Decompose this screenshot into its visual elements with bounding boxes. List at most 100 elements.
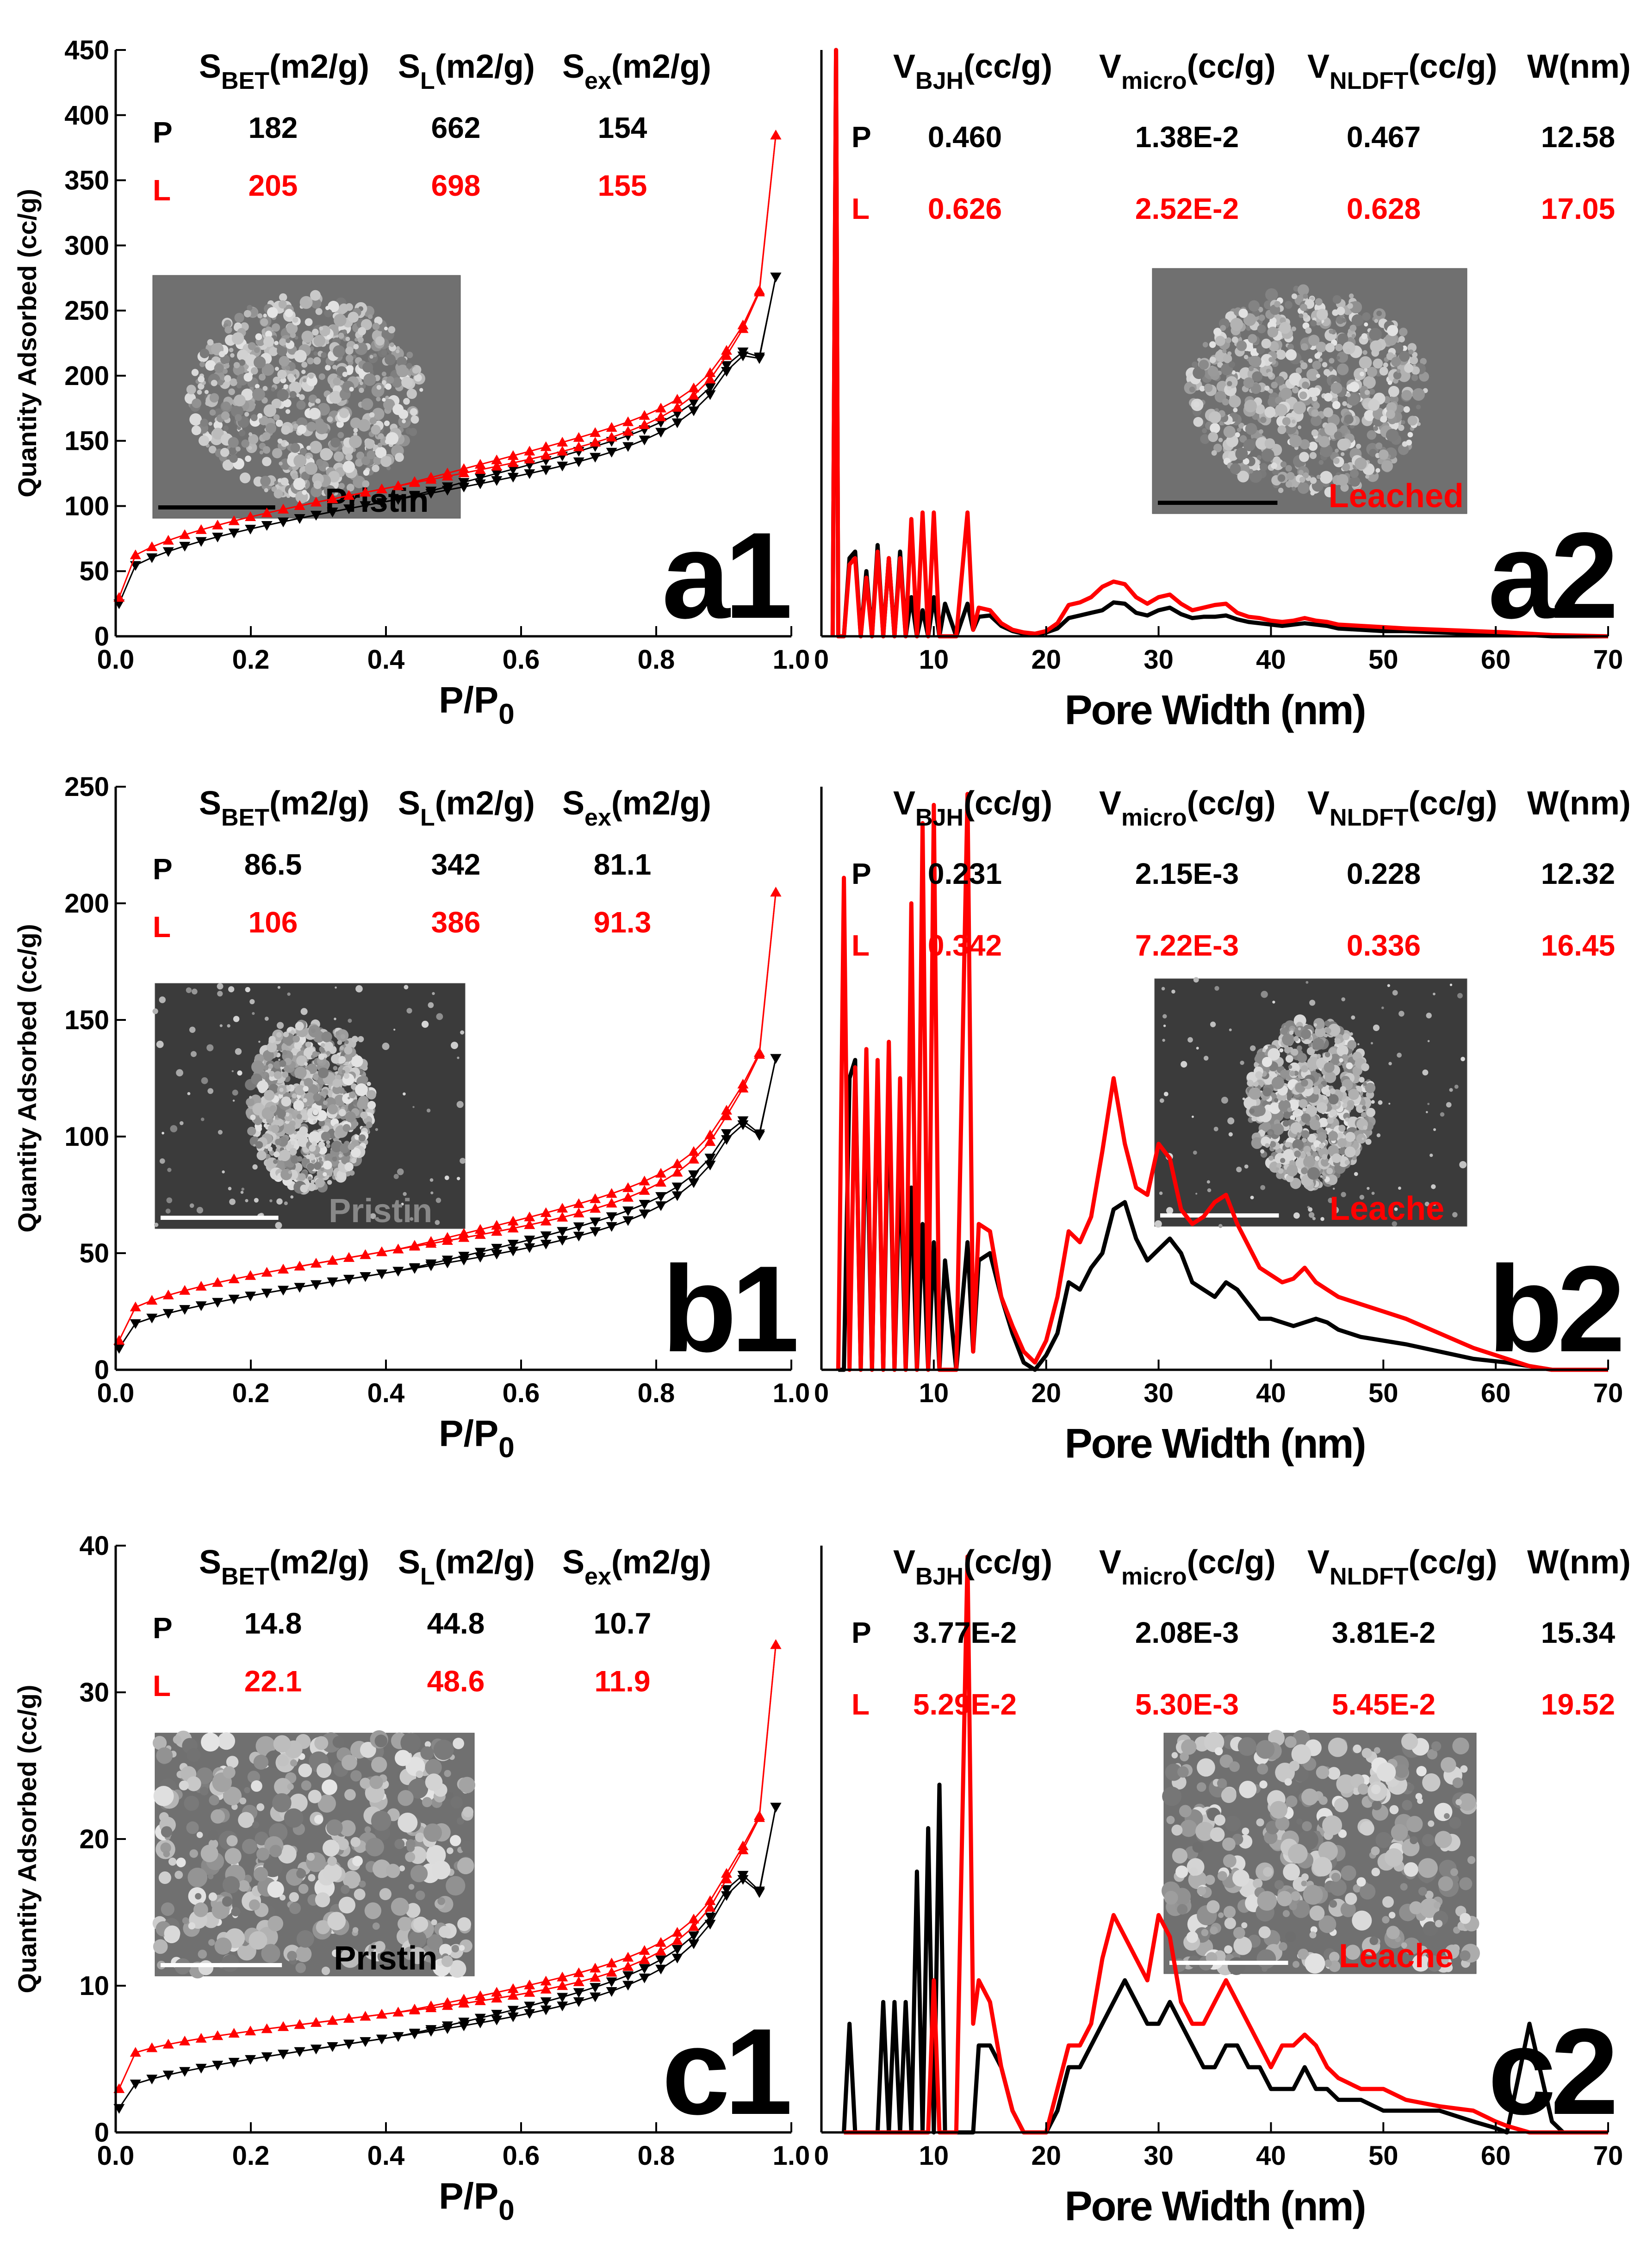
x-tick-label: 50 (1368, 1378, 1398, 1408)
sem-grain (339, 408, 349, 418)
sem-grain (1289, 1030, 1294, 1035)
sem-grain (230, 378, 238, 386)
sem-grain (1310, 491, 1315, 496)
sem-grain (264, 1090, 275, 1101)
sem-grain (1293, 1212, 1300, 1219)
marker-triangle-down (327, 2042, 338, 2052)
marker-triangle-up (590, 427, 601, 437)
sem-grain (358, 327, 367, 336)
sem-grain (205, 360, 216, 371)
sem-grain (313, 1119, 317, 1124)
sem-grain (1165, 1764, 1182, 1781)
table-value-p: 0.231 (928, 857, 1002, 890)
sem-grain (384, 420, 390, 426)
sem-grain (451, 1945, 459, 1953)
sem-grain (1308, 1212, 1315, 1218)
sem-grain (1210, 1926, 1218, 1935)
sem-grain (1330, 1879, 1347, 1896)
marker-triangle-up (179, 529, 191, 539)
sem-grain (296, 1113, 302, 1119)
x-tick-label: 70 (1593, 1378, 1623, 1408)
x-tick-label: 0.0 (97, 645, 135, 675)
sem-grain (308, 1153, 316, 1161)
sem-grain (1459, 1877, 1473, 1890)
sem-grain (1308, 1207, 1313, 1212)
sem-grain (423, 1823, 442, 1842)
sem-grain (262, 385, 268, 391)
sem-grain (312, 1051, 318, 1057)
sem-grain (284, 1123, 296, 1135)
marker-triangle-up (343, 2013, 354, 2023)
marker-triangle-down (622, 1981, 634, 1991)
sem-grain (456, 1177, 460, 1181)
sem-grain (1428, 1820, 1435, 1827)
x-tick-label: 0 (814, 2141, 829, 2171)
sem-grain (1327, 1117, 1334, 1124)
sem-grain (299, 448, 307, 455)
header-vmicro: Vmicro(cc/g) (1099, 785, 1276, 831)
marker-triangle-up (540, 1207, 552, 1217)
sem-grain (234, 313, 244, 323)
sem-grain (1375, 468, 1380, 473)
sem-grain (1460, 1765, 1468, 1773)
sem-grain (1272, 1000, 1275, 1004)
sem-grain (1336, 363, 1349, 375)
sem-grain (1359, 1194, 1365, 1200)
sem-grain (371, 425, 381, 435)
marker-triangle-up (130, 1301, 141, 1311)
sem-grain (307, 357, 314, 365)
sem-grain (383, 398, 395, 411)
sem-grain (237, 1070, 242, 1076)
sem-grain (339, 1820, 356, 1837)
sem-grain (1302, 1821, 1312, 1832)
sem-grain (1248, 334, 1257, 343)
sem-grain (359, 1880, 366, 1888)
sem-grain (246, 1098, 255, 1106)
sem-grain (1364, 390, 1370, 395)
sem-grain (1365, 474, 1369, 479)
sem-grain (426, 1108, 431, 1112)
sem-grain (1193, 401, 1200, 408)
sem-grain (224, 326, 232, 334)
sem-grain (1320, 1175, 1323, 1178)
sem-grain (381, 371, 386, 377)
sem-grain (255, 1736, 276, 1756)
sem-grain (1332, 401, 1341, 410)
sem-grain (1253, 1878, 1263, 1889)
sem-grain (1332, 1187, 1335, 1190)
table-value-l: 5.45E-2 (1332, 1688, 1436, 1721)
sem-grain (369, 417, 377, 425)
sem-grain (405, 1903, 421, 1918)
sem-grain (416, 1771, 423, 1778)
sem-grain (231, 332, 244, 345)
marker-triangle-up (540, 441, 552, 451)
marker-triangle-down (540, 1997, 552, 2007)
sem-grain (360, 1777, 371, 1789)
sem-grain (1171, 1824, 1183, 1836)
marker-triangle-up (425, 2000, 437, 2010)
sem-grain (257, 413, 263, 419)
sem-grain (209, 409, 216, 416)
sem-grain (1404, 363, 1414, 373)
sem-grain (1359, 1883, 1376, 1900)
sem-grain (1257, 324, 1266, 334)
sem-grain (1303, 1145, 1311, 1154)
sem-grain (1423, 1921, 1438, 1937)
sem-grain (207, 339, 214, 346)
sem-grain (325, 365, 331, 371)
sem-grain (264, 488, 268, 492)
sem-grain (269, 347, 279, 356)
marker-triangle-up (721, 1110, 732, 1120)
sem-grain (457, 1857, 474, 1875)
sem-grain (200, 1118, 205, 1121)
x-axis-title: P/P0 (439, 679, 514, 730)
sem-grain (370, 1213, 376, 1219)
marker-triangle-down (557, 1236, 568, 1246)
sem-grain (327, 1912, 346, 1931)
sem-grain (1311, 415, 1322, 426)
x-tick-label: 40 (1256, 1378, 1286, 1408)
sem-grain (1290, 1122, 1302, 1134)
y-tick-label: 450 (64, 35, 109, 65)
sem-grain (385, 432, 399, 445)
